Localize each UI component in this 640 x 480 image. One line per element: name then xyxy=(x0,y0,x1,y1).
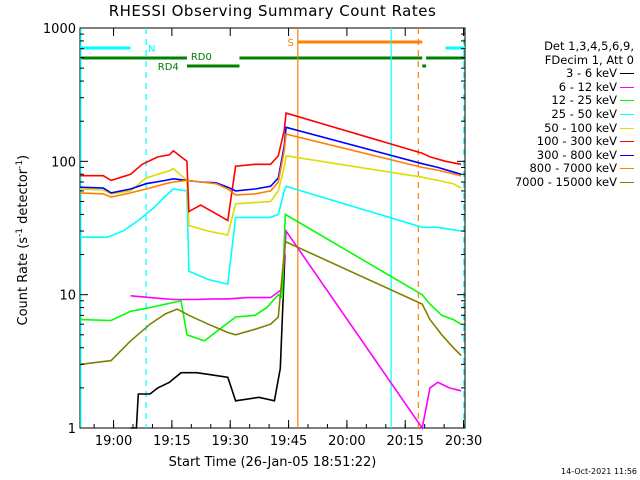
timestamp: 14-Oct-2021 11:56 xyxy=(561,467,637,476)
x-tick-label-3: 19:45 xyxy=(270,434,307,449)
legend-item-5: 100 - 300 keV xyxy=(515,134,634,149)
legend-swatch-6 xyxy=(620,154,634,156)
series-line-3 xyxy=(80,185,462,286)
y-tick-label-3: 1000 xyxy=(43,22,76,37)
series-line-8 xyxy=(79,240,462,366)
x-axis-label: Start Time (26-Jan-05 18:51:22) xyxy=(168,455,377,470)
y-tick-label-1: 10 xyxy=(59,289,76,304)
rd4-label: RD4 xyxy=(158,62,179,73)
legend-label-3: 25 - 50 keV xyxy=(551,106,617,121)
legend-item-6: 300 - 800 keV xyxy=(515,147,634,163)
x-tick-label-2: 19:30 xyxy=(211,434,248,449)
legend-swatch-1 xyxy=(620,86,634,88)
legend-item-3: 25 - 50 keV xyxy=(515,106,634,122)
legend-label-4: 50 - 100 keV xyxy=(544,120,617,135)
legend-label-2: 12 - 25 keV xyxy=(551,93,617,108)
saa-label: S xyxy=(288,38,294,49)
legend-swatch-5 xyxy=(620,141,634,143)
legend-label-8: 7000 - 15000 keV xyxy=(514,174,617,189)
x-tick-label-4: 20:00 xyxy=(328,434,365,449)
x-tick-label-1: 19:15 xyxy=(153,434,190,449)
series-line-1 xyxy=(130,228,462,431)
legend-swatch-2 xyxy=(620,100,634,102)
legend-item-8: 7000 - 15000 keV xyxy=(514,174,634,190)
series-line-0 xyxy=(130,254,286,429)
series-line-2 xyxy=(79,213,462,342)
x-tick-label-5: 20:15 xyxy=(386,434,423,449)
night-label: N xyxy=(148,44,155,55)
rd0-label: RD0 xyxy=(191,52,212,63)
legend-item-0: 3 - 6 keV xyxy=(515,66,634,81)
legend-item-2: 12 - 25 keV xyxy=(515,94,634,108)
legend-label-6: 300 - 800 keV xyxy=(536,147,617,162)
legend-swatch-0 xyxy=(620,73,634,75)
chart-title: RHESSI Observing Summary Count Rates xyxy=(108,2,437,20)
x-tick-label-0: 19:00 xyxy=(95,434,132,449)
legend-swatch-8 xyxy=(620,181,634,183)
legend-header-line-1: Det 1,3,4,5,6,9, xyxy=(544,39,634,53)
series-line-7 xyxy=(79,133,462,198)
legend-item-7: 800 - 7000 keV xyxy=(515,162,634,176)
legend-item-1: 6 - 12 keV xyxy=(515,79,634,95)
legend-swatch-7 xyxy=(620,168,634,170)
series-line-4 xyxy=(79,154,462,236)
legend-item-4: 50 - 100 keV xyxy=(515,120,634,136)
legend-label-0: 3 - 6 keV xyxy=(566,66,617,81)
legend-label-5: 100 - 300 keV xyxy=(536,134,617,149)
y-tick-label-0: 1 xyxy=(68,422,76,437)
legend: Det 1,3,4,5,6,9, FDecim 1, Att 0 3 - 6 k… xyxy=(514,39,634,190)
series-line-5 xyxy=(80,112,462,222)
legend-label-7: 800 - 7000 keV xyxy=(529,161,617,176)
y-tick-label-2: 100 xyxy=(51,155,76,170)
legend-swatch-4 xyxy=(620,127,634,129)
x-tick-label-6: 20:30 xyxy=(445,434,482,449)
legend-header-line-2: FDecim 1, Att 0 xyxy=(544,52,634,67)
legend-label-1: 6 - 12 keV xyxy=(558,79,617,94)
legend-swatch-3 xyxy=(620,113,634,115)
plot-frame xyxy=(79,27,466,429)
series-line-6 xyxy=(79,126,462,194)
